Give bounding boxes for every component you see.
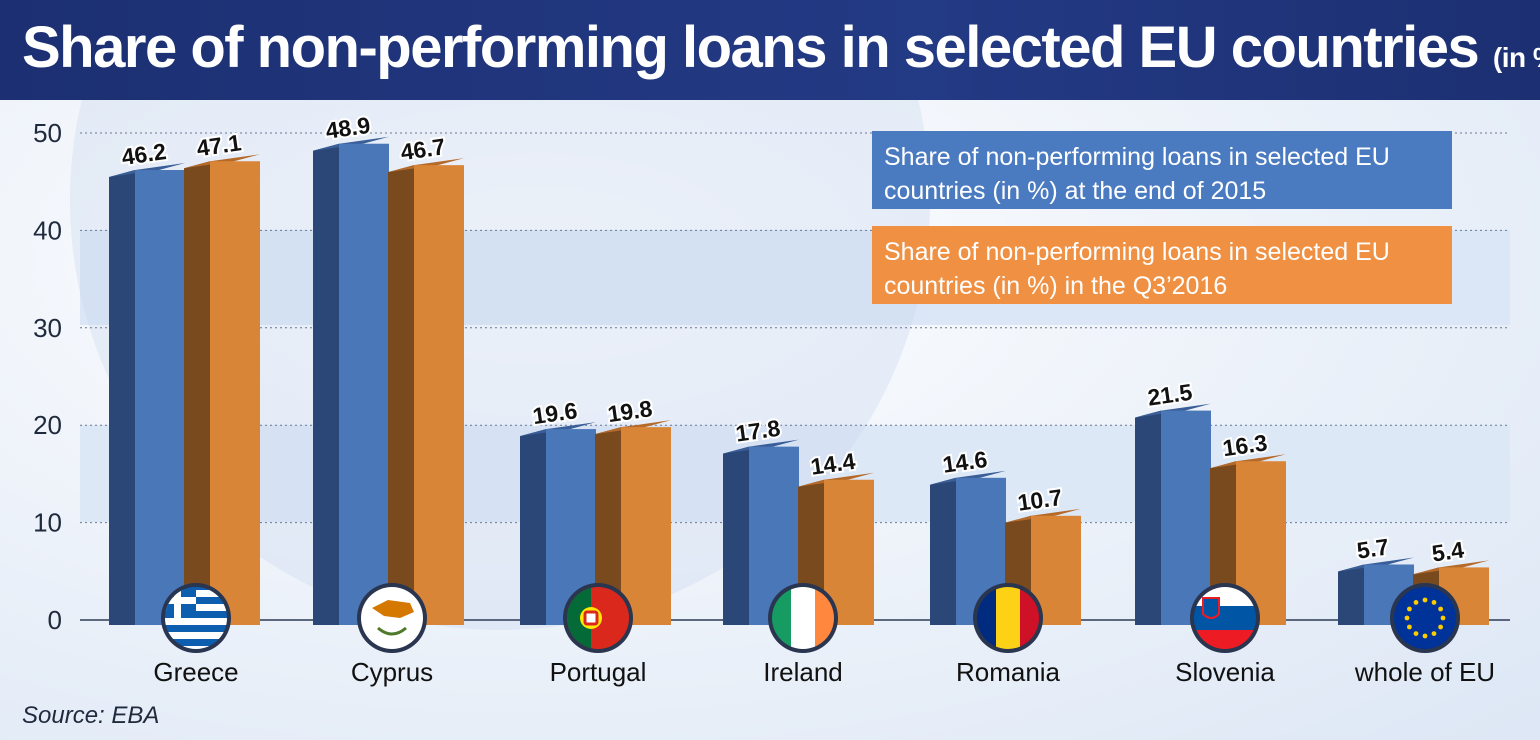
eu-star bbox=[1422, 597, 1428, 603]
x-tick-label: Greece bbox=[153, 657, 238, 687]
data-label: 5.4 bbox=[1430, 536, 1465, 566]
eu-flag-icon bbox=[1390, 583, 1460, 653]
bar-side bbox=[595, 427, 621, 625]
bar-side bbox=[930, 477, 956, 625]
title-text: Share of non-performing loans in selecte… bbox=[22, 15, 1480, 80]
bar-front bbox=[414, 165, 464, 625]
data-label: 48.9 bbox=[324, 112, 372, 144]
y-tick-label: 50 bbox=[33, 118, 62, 148]
bar-slovenia-q3-2016 bbox=[1210, 454, 1286, 625]
eu-star bbox=[1407, 624, 1412, 630]
data-label: 16.3 bbox=[1221, 429, 1269, 461]
bar-cyprus-q3-2016 bbox=[388, 158, 464, 625]
data-label: 10.7 bbox=[1016, 484, 1064, 516]
eu-star bbox=[1413, 631, 1419, 636]
bar-side bbox=[109, 170, 135, 625]
eu-star bbox=[1413, 600, 1419, 605]
legend-q3-2016-text: Share of non-performing loans in selecte… bbox=[884, 238, 1390, 300]
data-label: 19.8 bbox=[606, 395, 654, 427]
y-tick-label: 30 bbox=[33, 313, 62, 343]
data-label: 19.6 bbox=[531, 397, 579, 429]
bar-portugal-q3-2016 bbox=[595, 420, 671, 625]
romania-flag-icon bbox=[973, 583, 1043, 653]
data-label: 46.2 bbox=[120, 138, 168, 170]
legend-q3-2016: Share of non-performing loans in selecte… bbox=[872, 226, 1452, 304]
bar-side bbox=[388, 165, 414, 625]
cyprus-flag-icon bbox=[357, 583, 427, 653]
data-label: 5.7 bbox=[1355, 533, 1390, 563]
x-tick-label: Ireland bbox=[763, 657, 843, 687]
bar-greece-2015 bbox=[109, 163, 185, 625]
x-tick-label: Slovenia bbox=[1175, 657, 1275, 687]
bar-side bbox=[1135, 410, 1161, 625]
y-axis-ticks: 0 10 20 30 40 50 bbox=[33, 118, 62, 635]
data-label: 46.7 bbox=[399, 133, 447, 165]
ireland-flag-icon bbox=[768, 583, 838, 653]
data-label: 21.5 bbox=[1146, 379, 1194, 411]
bar-front bbox=[210, 161, 260, 625]
data-label: 14.6 bbox=[941, 446, 989, 478]
bar-greece-q3-2016 bbox=[184, 154, 260, 625]
eu-star bbox=[1440, 615, 1446, 621]
source-note: Source: EBA bbox=[22, 702, 160, 729]
y-tick-label: 40 bbox=[33, 215, 62, 245]
bar-side bbox=[1338, 564, 1364, 625]
eu-star bbox=[1438, 624, 1443, 630]
eu-star bbox=[1438, 606, 1443, 612]
bar-side bbox=[723, 446, 749, 625]
y-tick-label: 10 bbox=[33, 508, 62, 538]
bar-side bbox=[184, 161, 210, 625]
slovenia-flag-icon bbox=[1190, 583, 1260, 653]
eu-star bbox=[1431, 600, 1437, 605]
header-bar: Share of non-performing loans in selecte… bbox=[0, 0, 1540, 100]
page-title: Share of non-performing loans in selecte… bbox=[22, 14, 1540, 92]
portugal-flag-icon bbox=[563, 583, 633, 653]
greece-flag-icon bbox=[161, 583, 231, 653]
eu-star bbox=[1431, 631, 1437, 636]
bar-front bbox=[135, 170, 185, 625]
bar-side bbox=[313, 143, 339, 626]
x-tick-label: Portugal bbox=[550, 657, 647, 687]
bar-side bbox=[520, 429, 546, 625]
x-tick-label: whole of EU bbox=[1354, 657, 1495, 687]
title-unit: (in %) bbox=[1492, 42, 1540, 73]
bar-front bbox=[339, 143, 389, 626]
legend-2015: Share of non-performing loans in selecte… bbox=[872, 131, 1452, 209]
eu-star bbox=[1404, 615, 1410, 621]
legend-2015-text: Share of non-performing loans in selecte… bbox=[884, 143, 1390, 205]
bar-front bbox=[1161, 410, 1211, 625]
bar-cyprus-2015 bbox=[313, 136, 389, 626]
bar-slovenia-2015 bbox=[1135, 403, 1211, 625]
data-label: 17.8 bbox=[734, 415, 782, 447]
bar-front bbox=[621, 427, 671, 625]
y-tick-label: 20 bbox=[33, 410, 62, 440]
y-tick-label: 0 bbox=[48, 605, 62, 635]
eu-star bbox=[1422, 633, 1428, 639]
country-flags bbox=[161, 583, 1460, 653]
data-label: 47.1 bbox=[195, 129, 243, 161]
bars bbox=[109, 136, 1489, 626]
eu-star bbox=[1407, 606, 1412, 612]
data-label: 14.4 bbox=[809, 448, 857, 480]
x-tick-label: Romania bbox=[956, 657, 1061, 687]
x-tick-label: Cyprus bbox=[351, 657, 433, 687]
x-axis-labels: Greece Cyprus Portugal Ireland Romania Sloven… bbox=[153, 657, 1495, 687]
